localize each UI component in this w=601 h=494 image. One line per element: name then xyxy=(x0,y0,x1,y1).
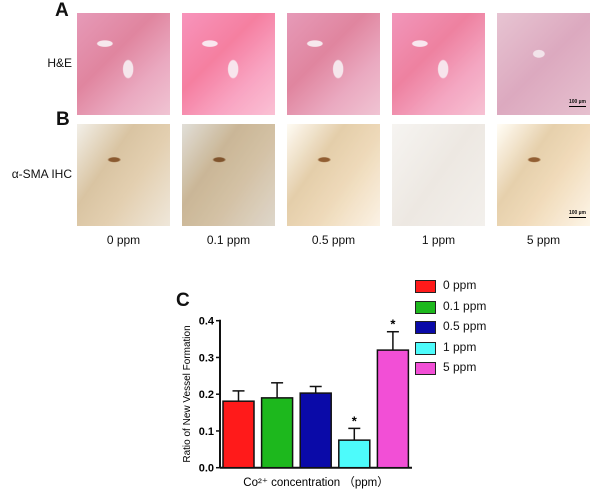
legend-label: 0.5 ppm xyxy=(443,319,487,333)
bar-0.1ppm xyxy=(260,397,294,469)
ihc-image-1ppm xyxy=(392,124,485,226)
legend-label: 1 ppm xyxy=(443,339,477,354)
concentration-label: 0.1 ppm xyxy=(206,233,251,247)
legend-swatch xyxy=(415,341,436,355)
ihc-image-0.1ppm xyxy=(182,124,275,226)
panel-label-b: B xyxy=(56,109,70,130)
legend-label: 0.1 ppm xyxy=(443,298,487,313)
significance-marker: * xyxy=(352,413,358,428)
significance-marker: * xyxy=(390,317,396,332)
y-axis-label: Ratio of New Vessel Formation xyxy=(182,325,193,462)
panel-label-c: C xyxy=(176,290,190,311)
legend-swatch xyxy=(415,300,436,314)
legend-swatch xyxy=(415,321,436,334)
legend-label: 0 ppm xyxy=(443,278,477,292)
bar-0ppm xyxy=(222,400,255,469)
row-label-he: H&E xyxy=(47,56,72,70)
concentration-label: 1 ppm xyxy=(421,233,456,247)
ihc-image-5ppm: 100 µm xyxy=(497,124,590,226)
legend-label: 5 ppm xyxy=(443,360,477,374)
panel-label-a: A xyxy=(55,0,69,21)
concentration-label: 0.5 ppm xyxy=(311,233,356,247)
ihc-image-0ppm xyxy=(77,124,170,226)
bar-0.5ppm xyxy=(299,392,332,469)
legend-swatch xyxy=(415,362,436,375)
legend-swatch xyxy=(415,280,436,293)
he-image-0.1ppm xyxy=(182,13,275,115)
bar-5ppm xyxy=(376,349,410,469)
he-image-5ppm: 100 µm xyxy=(497,13,590,115)
scale-bar: 100 µm xyxy=(568,210,586,218)
ihc-image-0.5ppm xyxy=(287,124,380,226)
y-tick-label: 0.3 xyxy=(199,352,214,364)
scale-bar: 100 µm xyxy=(568,99,586,107)
y-tick-label: 0.2 xyxy=(199,389,214,401)
y-tick-label: 0.4 xyxy=(199,316,215,328)
x-axis-label: Co²⁺ concentration （ppm） xyxy=(243,476,388,489)
row-label-ihc: α-SMA IHC xyxy=(11,167,72,181)
he-image-0ppm xyxy=(77,13,170,115)
he-image-0.5ppm xyxy=(287,13,380,115)
concentration-label: 5 ppm xyxy=(526,233,561,247)
bar-1ppm xyxy=(338,439,371,469)
concentration-label: 0 ppm xyxy=(106,233,141,247)
y-tick-label: 0.0 xyxy=(199,463,214,475)
he-image-1ppm xyxy=(392,13,485,115)
y-tick-label: 0.1 xyxy=(199,426,214,438)
